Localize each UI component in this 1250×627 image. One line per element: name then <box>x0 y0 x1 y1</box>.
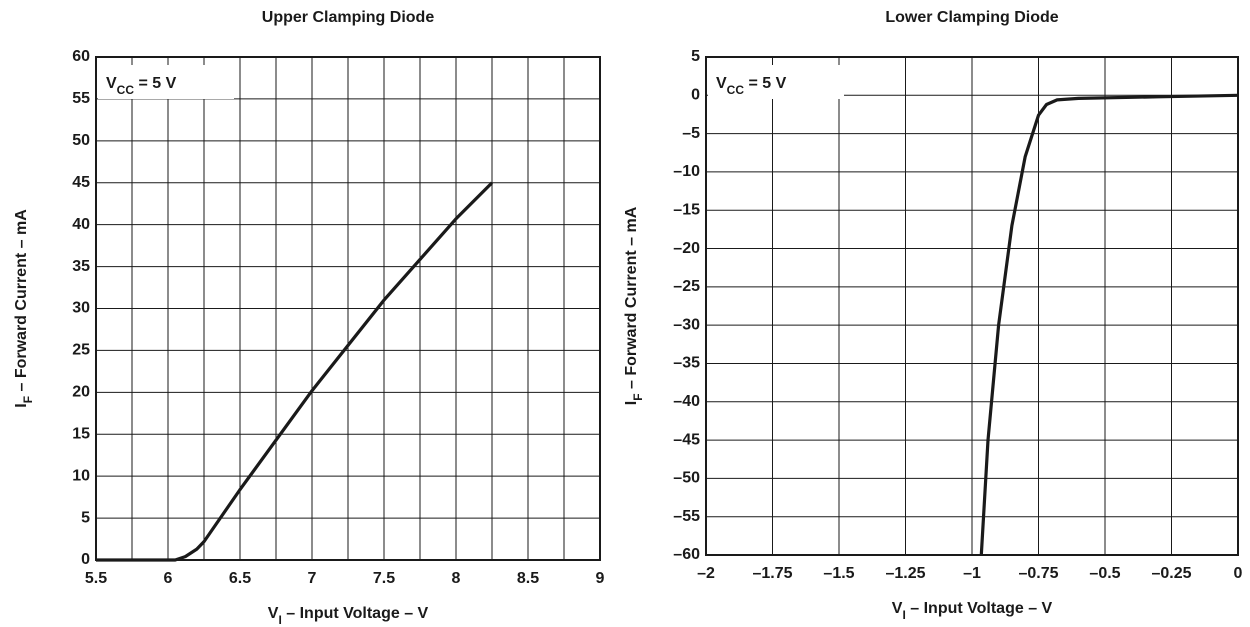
y-tick-label: 50 <box>72 132 90 149</box>
data-line <box>96 181 494 562</box>
y-tick-label: 25 <box>72 342 90 359</box>
x-tick-label: –2 <box>697 565 715 582</box>
y-tick-label: –35 <box>673 355 700 372</box>
y-tick-label: –5 <box>682 125 700 142</box>
annotation-part: = 5 V <box>744 75 787 92</box>
data-line <box>979 93 1239 556</box>
y-tick-label: 5 <box>81 509 90 526</box>
y-tick-label: 0 <box>81 551 90 568</box>
x-tick-label: –0.75 <box>1018 565 1058 582</box>
y-tick-label: 10 <box>72 467 90 484</box>
y-tick-label: 35 <box>72 258 90 275</box>
plot-frame <box>705 56 1239 556</box>
y-tick-label: 45 <box>72 174 90 191</box>
x-tick-label: 7 <box>308 570 317 587</box>
y-tick-label: –60 <box>673 546 700 563</box>
x-tick-label: 5.5 <box>85 570 107 587</box>
y-tick-label: 15 <box>72 425 90 442</box>
x-axis-label-part: I <box>278 613 281 627</box>
y-axis-label: IF – Forward Current – mA <box>13 209 35 408</box>
chart-title: Upper Clamping Diode <box>262 9 435 26</box>
y-tick-label: –20 <box>673 240 700 257</box>
x-axis-label: VI – Input Voltage – V <box>892 600 1053 622</box>
y-tick-label: –10 <box>673 163 700 180</box>
x-axis-label-part: – Input Voltage – V <box>906 600 1053 617</box>
x-tick-label: –1.75 <box>752 565 792 582</box>
y-tick-label: 55 <box>72 90 90 107</box>
annotation-part: CC <box>727 83 745 97</box>
y-tick-label: 60 <box>72 48 90 65</box>
annotation-box <box>98 65 234 99</box>
x-tick-label: 9 <box>596 570 605 587</box>
y-axis-label-part: – Forward Current – mA <box>623 206 640 393</box>
y-tick-label: 20 <box>72 384 90 401</box>
x-tick-label: 7.5 <box>373 570 395 587</box>
y-tick-label: 40 <box>72 216 90 233</box>
y-tick-label: 0 <box>691 87 700 104</box>
y-tick-label: –55 <box>673 508 700 525</box>
x-axis-label-part: I <box>902 608 905 622</box>
x-tick-label: 0 <box>1234 565 1243 582</box>
x-tick-label: 8 <box>452 570 461 587</box>
y-tick-label: –40 <box>673 393 700 410</box>
x-axis-label-part: V <box>268 605 279 622</box>
y-tick-label: –25 <box>673 278 700 295</box>
x-tick-label: –0.25 <box>1151 565 1191 582</box>
y-axis-label-part: I <box>623 401 640 405</box>
chart-title: Lower Clamping Diode <box>885 9 1058 26</box>
x-tick-label: 8.5 <box>517 570 539 587</box>
annotation-part: V <box>106 75 117 92</box>
x-tick-label: –1 <box>963 565 981 582</box>
y-tick-label: –50 <box>673 470 700 487</box>
y-axis-label-part: I <box>13 403 30 407</box>
x-tick-label: –0.5 <box>1089 565 1120 582</box>
y-tick-label: 5 <box>691 48 700 65</box>
x-tick-label: 6 <box>164 570 173 587</box>
y-tick-label: 30 <box>72 300 90 317</box>
y-tick-label: –30 <box>673 316 700 333</box>
x-axis-label: VI – Input Voltage – V <box>268 605 429 627</box>
annotation-part: V <box>716 75 727 92</box>
y-tick-label: –45 <box>673 431 700 448</box>
x-tick-label: –1.25 <box>885 565 925 582</box>
annotation-part: CC <box>117 83 135 97</box>
y-tick-label: –15 <box>673 201 700 218</box>
annotation: VCC = 5 V <box>716 75 787 97</box>
x-axis-label-part: V <box>892 600 903 617</box>
x-tick-label: 6.5 <box>229 570 251 587</box>
y-axis-label: IF – Forward Current – mA <box>623 206 645 405</box>
x-axis-label-part: – Input Voltage – V <box>282 605 429 622</box>
x-tick-label: –1.5 <box>823 565 854 582</box>
annotation: VCC = 5 V <box>106 75 177 97</box>
y-axis-label-part: F <box>631 393 645 400</box>
plot-frame <box>95 56 601 561</box>
y-axis-label-part: – Forward Current – mA <box>13 209 30 396</box>
annotation-box <box>708 65 844 99</box>
annotation-part: = 5 V <box>134 75 177 92</box>
y-axis-label-part: F <box>21 396 35 403</box>
